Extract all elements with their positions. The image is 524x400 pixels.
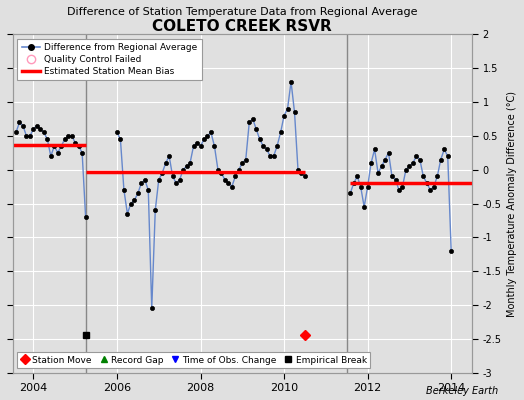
Legend: Station Move, Record Gap, Time of Obs. Change, Empirical Break: Station Move, Record Gap, Time of Obs. C… [17, 352, 370, 368]
Title: COLETO CREEK RSVR: COLETO CREEK RSVR [152, 19, 332, 34]
Y-axis label: Monthly Temperature Anomaly Difference (°C): Monthly Temperature Anomaly Difference (… [507, 90, 517, 316]
Text: Berkeley Earth: Berkeley Earth [425, 386, 498, 396]
Title: Difference of Station Temperature Data from Regional Average: Difference of Station Temperature Data f… [67, 7, 418, 17]
